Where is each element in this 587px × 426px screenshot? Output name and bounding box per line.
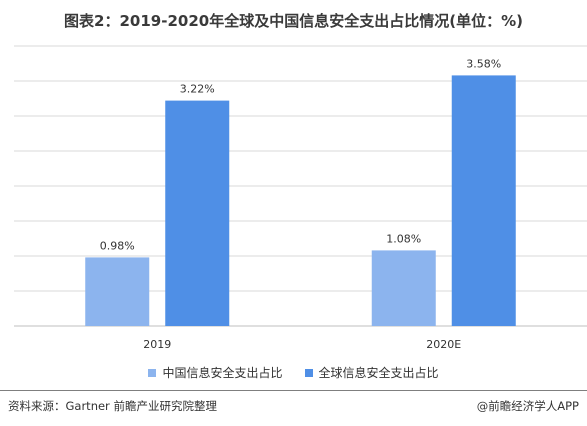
chart-legend: 中国信息安全支出占比 全球信息安全支出占比 bbox=[0, 364, 587, 381]
bar-china-2020E bbox=[371, 250, 436, 326]
legend-label-china: 中国信息安全支出占比 bbox=[162, 366, 283, 380]
publisher-credit: @前瞻经济学人APP bbox=[476, 399, 579, 413]
legend-item-china: 中国信息安全支出占比 bbox=[148, 364, 283, 381]
footer: 资料来源：Gartner 前瞻产业研究院整理 @前瞻经济学人APP bbox=[8, 398, 579, 414]
data-label: 0.98% bbox=[100, 239, 135, 252]
data-label: 1.08% bbox=[386, 232, 421, 245]
footer-divider bbox=[0, 390, 587, 391]
data-label: 3.22% bbox=[180, 83, 215, 96]
legend-item-global: 全球信息安全支出占比 bbox=[304, 364, 439, 381]
legend-swatch-china bbox=[148, 368, 157, 377]
legend-swatch-global bbox=[304, 368, 313, 377]
chart-title: 图表2：2019-2020年全球及中国信息安全支出占比情况(单位：%) bbox=[64, 12, 523, 30]
bar-china-2019 bbox=[85, 257, 150, 326]
x-tick-label: 2020E bbox=[426, 338, 461, 351]
legend-label-global: 全球信息安全支出占比 bbox=[318, 366, 439, 380]
bar-global-2020E bbox=[451, 75, 516, 327]
source-note: 资料来源：Gartner 前瞻产业研究院整理 bbox=[8, 399, 217, 413]
x-tick-label: 2019 bbox=[143, 338, 171, 351]
bar-global-2019 bbox=[165, 100, 230, 326]
data-label: 3.58% bbox=[466, 57, 501, 70]
bar-chart: 0.98% 3.22% 2019 1.08% 3.58% 2020E bbox=[14, 45, 587, 351]
